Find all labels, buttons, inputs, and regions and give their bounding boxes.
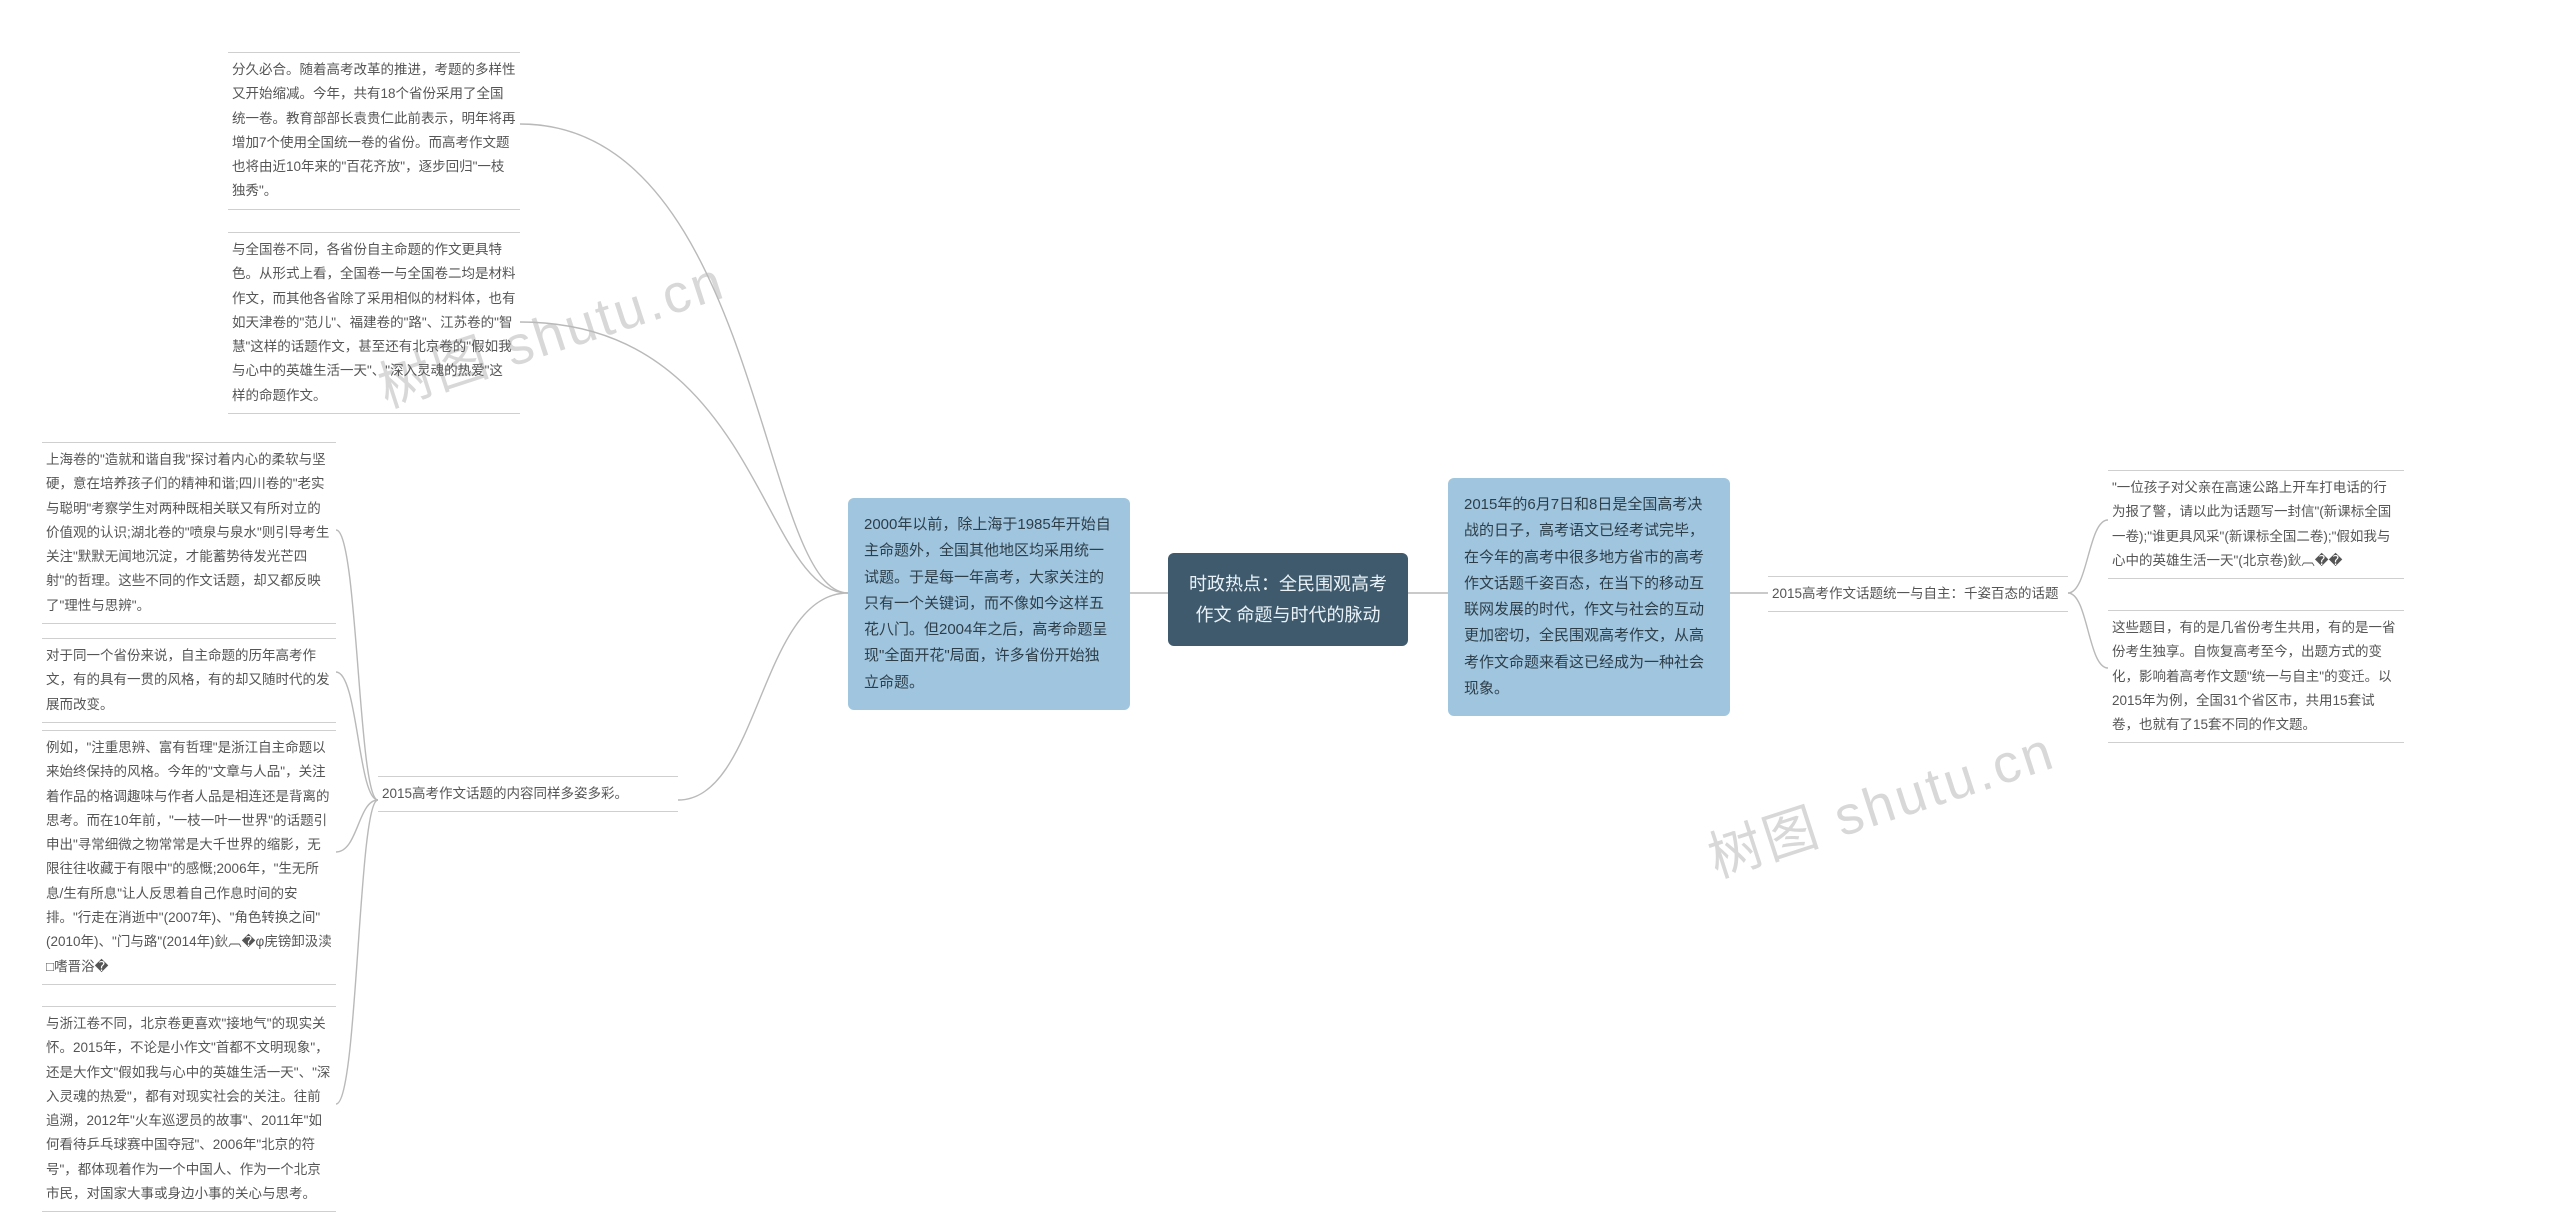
second-left: 2000年以前，除上海于1985年开始自主命题外，全国其他地区均采用统一试题。于… xyxy=(848,498,1130,710)
link xyxy=(336,672,378,800)
link xyxy=(678,593,848,800)
leaf-l1: 分久必合。随着高考改革的推进，考题的多样性又开始缩减。今年，共有18个省份采用了… xyxy=(228,52,520,210)
link xyxy=(336,530,378,800)
link xyxy=(336,800,378,852)
watermark-2: 树图 shutu.cn xyxy=(1697,706,2064,892)
leaf-l4: 对于同一个省份来说，自主命题的历年高考作文，有的具有一贯的风格，有的却又随时代的… xyxy=(42,638,336,723)
center-node: 时政热点：全民围观高考 作文 命题与时代的脉动 xyxy=(1168,553,1408,646)
center-line1: 时政热点：全民围观高考 xyxy=(1186,569,1390,600)
leaf-l3: 上海卷的"造就和谐自我"探讨着内心的柔软与坚硬，意在培养孩子们的精神和谐;四川卷… xyxy=(42,442,336,624)
left-group-label: 2015高考作文话题的内容同样多姿多彩。 xyxy=(378,776,678,812)
link xyxy=(520,124,848,593)
link xyxy=(336,800,378,1104)
right-group-label: 2015高考作文话题统一与自主：千姿百态的话题 xyxy=(1768,576,2068,612)
leaf-l5: 例如，"注重思辨、富有哲理"是浙江自主命题以来始终保持的风格。今年的"文章与人品… xyxy=(42,730,336,985)
leaf-l6: 与浙江卷不同，北京卷更喜欢"接地气"的现实关怀。2015年，不论是小作文"首都不… xyxy=(42,1006,336,1212)
second-right: 2015年的6月7日和8日是全国高考决战的日子，高考语文已经考试完毕，在今年的高… xyxy=(1448,478,1730,716)
leaf-r1: "一位孩子对父亲在高速公路上开车打电话的行为报了警，请以此为话题写一封信"(新课… xyxy=(2108,470,2404,579)
link xyxy=(2068,593,2108,668)
center-line2: 作文 命题与时代的脉动 xyxy=(1186,600,1390,631)
leaf-r2: 这些题目，有的是几省份考生共用，有的是一省份考生独享。自恢复高考至今，出题方式的… xyxy=(2108,610,2404,743)
link xyxy=(2068,520,2108,593)
link xyxy=(520,322,848,593)
leaf-l2: 与全国卷不同，各省份自主命题的作文更具特色。从形式上看，全国卷一与全国卷二均是材… xyxy=(228,232,520,414)
